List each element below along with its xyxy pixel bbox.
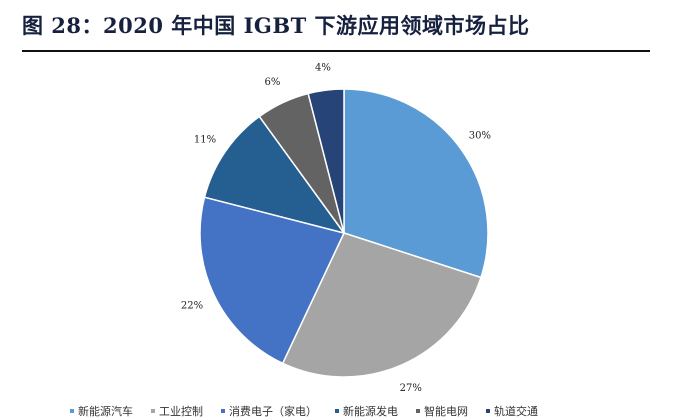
legend-label-consumer: 消费电子（家电） <box>229 405 317 418</box>
chart-title: 图 28：2020 年中国 IGBT 下游应用领域市场占比 <box>22 13 530 38</box>
legend-item-rail: 轨道交通 <box>486 403 538 419</box>
pie-chart: 30% 27% 22% 11% 6% 4% <box>181 62 491 394</box>
pie-slice-industrial <box>281 232 482 378</box>
pie-slice-rail <box>307 88 345 234</box>
legend-label-renewable: 新能源发电 <box>343 405 398 418</box>
slice-label-renewable: 11% <box>194 135 216 146</box>
legend-item-consumer: 消费电子（家电） <box>221 403 317 419</box>
slice-label-rail: 4% <box>315 62 331 73</box>
title-divider <box>22 50 650 52</box>
pie-slice-renewable <box>203 115 346 235</box>
legend-label-ev: 新能源汽车 <box>78 405 133 418</box>
slice-label-grid: 6% <box>265 77 281 88</box>
legend-item-renewable: 新能源发电 <box>335 403 398 419</box>
slice-label-consumer: 22% <box>181 301 203 312</box>
legend-item-ev: 新能源汽车 <box>70 403 133 419</box>
legend-swatch-grid <box>416 409 420 413</box>
legend-swatch-ev <box>70 409 74 413</box>
legend-item-industrial: 工业控制 <box>151 403 203 419</box>
legend-swatch-renewable <box>335 409 339 413</box>
legend-swatch-rail <box>486 409 490 413</box>
slice-label-industrial: 27% <box>400 383 422 394</box>
legend-label-rail: 轨道交通 <box>494 405 538 418</box>
pie-slice-ev <box>343 88 489 279</box>
legend-label-grid: 智能电网 <box>424 405 468 418</box>
legend-swatch-industrial <box>151 409 155 413</box>
legend-item-grid: 智能电网 <box>416 403 468 419</box>
chart-legend: 新能源汽车 工业控制 消费电子（家电） 新能源发电 智能电网 轨道交通 <box>70 403 630 419</box>
legend-swatch-consumer <box>221 409 225 413</box>
legend-label-industrial: 工业控制 <box>159 405 203 418</box>
slice-label-ev: 30% <box>469 130 491 141</box>
pie-slice-consumer <box>199 196 346 365</box>
